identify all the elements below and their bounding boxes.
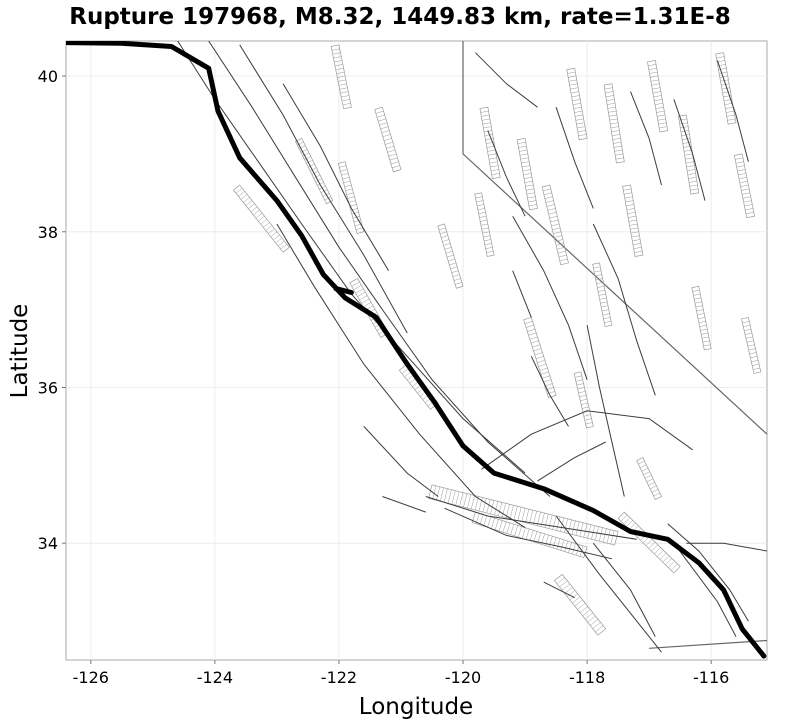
x-tick-label: -126 [73,668,109,687]
fault-plane-12 [516,137,538,211]
y-tick-label: 40 [38,67,58,86]
fault-planes [232,44,762,636]
map-title: Rupture 197968, M8.32, 1449.83 km, rate=… [69,4,731,30]
x-tick-label: -122 [321,668,357,687]
x-tick-label: -124 [197,668,233,687]
fault-trace-6 [444,507,613,560]
fault-trace-12 [537,441,606,482]
fault-trace-8 [592,542,656,637]
x-axis-ticks: -126 -124 -122 -120 -118 -116 [73,660,729,687]
fault-traces [177,41,767,653]
fault-plane-24 [741,316,762,374]
y-tick-label: 34 [38,534,58,553]
fault-plane-25 [474,192,495,257]
plot-area [65,40,768,661]
fault-trace-18 [630,91,662,186]
rupture-main-trace [66,41,767,659]
x-tick-label: -118 [569,668,605,687]
fault-plane-14 [566,67,588,141]
fault-trace-21 [475,52,538,108]
fault-trace-13 [586,325,625,497]
fault-trace-19 [673,99,706,201]
fault-trace-17 [555,107,594,209]
fault-plane-17 [647,60,669,133]
fault-plane-27 [636,457,663,500]
boundary-line-1 [649,639,767,649]
rupture-trace [66,41,767,659]
fault-plane-26 [437,223,464,289]
fault-trace-2 [239,44,408,334]
fault-plane-8 [617,511,681,574]
fault-trace-10 [673,542,737,637]
fault-trace-16 [487,130,526,217]
y-tick-label: 36 [38,378,58,397]
fault-trace-22 [686,542,767,552]
fault-trace-0 [177,41,526,474]
y-tick-label: 38 [38,223,58,242]
x-tick-label: -116 [693,668,729,687]
fault-trace-26 [512,270,532,318]
y-axis-label: Latitude [7,304,33,399]
rupture-branch-trace [333,286,354,295]
fault-plane-28 [573,371,594,429]
region-boundaries [462,41,767,649]
fault-plane-15 [603,83,625,164]
y-axis-ticks: 34 36 38 40 [38,67,66,553]
fault-trace-3 [282,83,390,271]
fault-trace-5 [425,496,637,540]
fault-trace-15 [592,223,656,396]
fault-trace-7 [555,515,662,653]
fault-trace-9 [667,523,749,622]
fault-plane-13 [541,184,569,266]
fault-plane-22 [592,262,613,327]
x-axis-label: Longitude [359,694,473,720]
fault-trace-1 [208,41,551,497]
fault-trace-24 [382,496,426,513]
fault-trace-14 [512,215,588,380]
fault-trace-25 [543,581,575,599]
fault-trace-23 [363,426,439,497]
fault-trace-11 [481,410,693,470]
fault-plane-23 [691,285,712,351]
fault-plane-18 [678,114,700,195]
x-tick-label: -120 [445,668,481,687]
fault-trace-4 [276,223,526,529]
boundary-line-0 [462,41,767,435]
fault-plane-5 [428,484,619,546]
fault-plane-0 [232,184,290,253]
fault-plane-9 [330,44,352,110]
fault-plane-21 [523,316,557,399]
fault-plane-10 [374,106,402,173]
fault-trace-20 [716,60,749,162]
fault-plane-20 [733,153,756,219]
fault-plane-6 [471,511,588,559]
fault-trace-27 [530,356,569,427]
fault-plane-16 [622,184,644,257]
